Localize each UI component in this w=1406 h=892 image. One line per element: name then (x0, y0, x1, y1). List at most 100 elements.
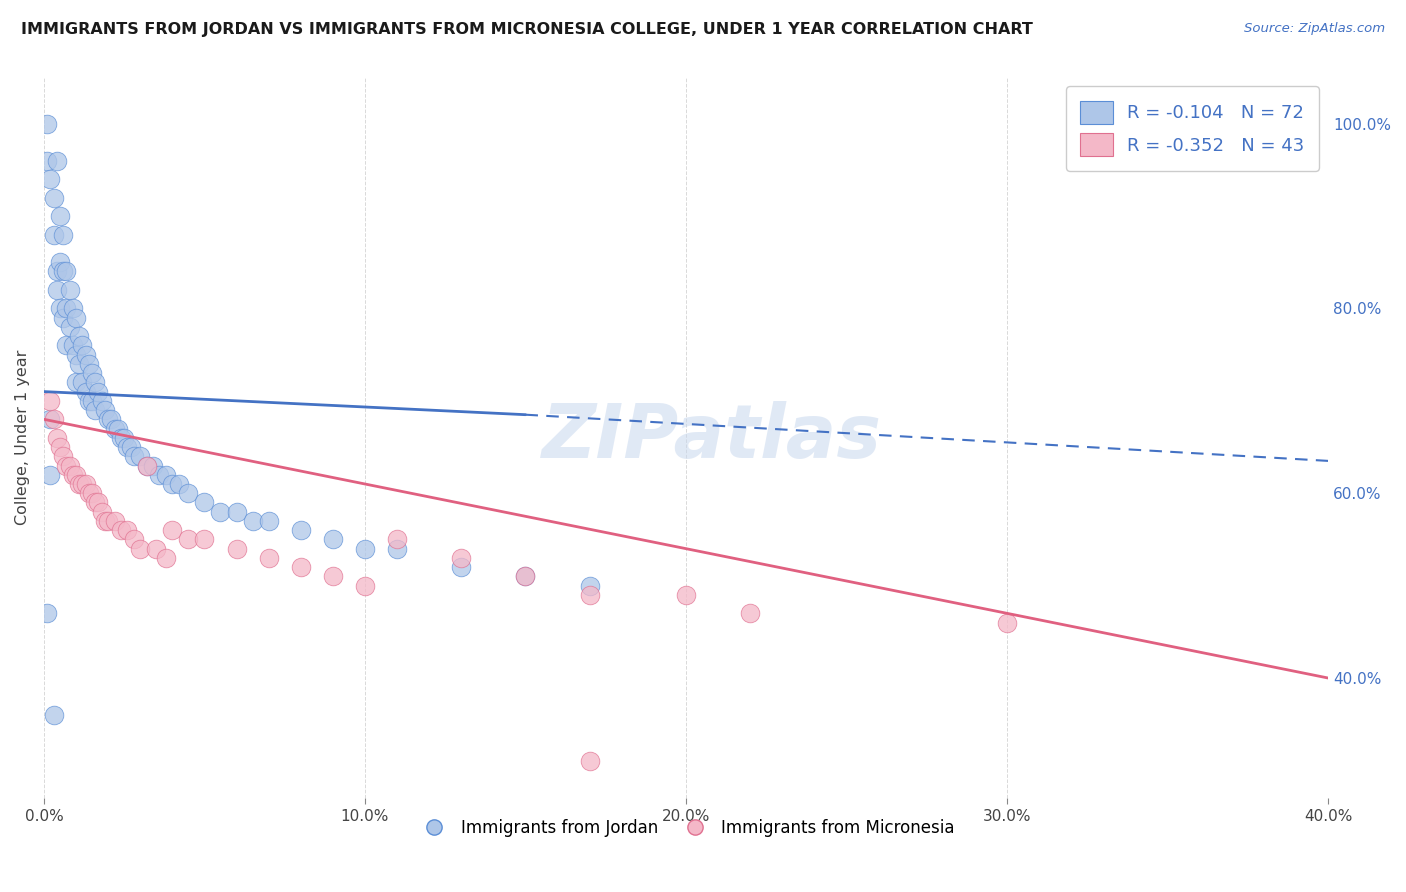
Point (177, 533, 200, 547)
Point (103, 514, 125, 528)
Point (55, 301, 77, 316)
Point (578, 588, 600, 602)
Point (49, 440, 72, 454)
Point (90, 393, 112, 408)
Point (62, 467, 84, 482)
Point (162, 477, 184, 491)
Point (45, 264, 67, 278)
Point (740, 607, 762, 621)
Point (155, 467, 177, 482)
Point (193, 495, 215, 509)
Point (67, 329, 90, 343)
Point (322, 533, 344, 547)
Point (100, 412, 122, 426)
Point (52, 227, 75, 242)
Point (135, 458, 157, 473)
Point (135, 458, 157, 473)
Point (385, 541, 408, 556)
Point (87, 495, 110, 509)
Y-axis label: College, Under 1 year: College, Under 1 year (15, 350, 30, 525)
Point (242, 514, 264, 528)
Point (193, 533, 215, 547)
Point (257, 550, 280, 565)
Point (578, 754, 600, 768)
Point (45, 431, 67, 445)
Point (62, 301, 84, 316)
Point (65, 310, 87, 325)
Point (995, 615, 1018, 630)
Point (77, 393, 100, 408)
Point (35, 607, 58, 621)
Point (39, 393, 62, 408)
Point (42, 412, 65, 426)
Point (55, 338, 77, 352)
Point (35, 117, 58, 131)
Point (167, 477, 190, 491)
Point (52, 264, 75, 278)
Point (39, 172, 62, 186)
Point (257, 514, 280, 528)
Point (55, 458, 77, 473)
Point (117, 440, 139, 454)
Point (515, 569, 537, 583)
Point (80, 486, 103, 500)
Point (39, 467, 62, 482)
Point (65, 467, 87, 482)
Point (67, 477, 90, 491)
Point (84, 495, 107, 509)
Point (122, 533, 145, 547)
Point (72, 338, 94, 352)
Point (675, 588, 697, 602)
Point (39, 412, 62, 426)
Point (42, 190, 65, 204)
Point (225, 541, 247, 556)
Point (117, 523, 139, 537)
Point (450, 550, 472, 565)
Point (62, 338, 84, 352)
Point (72, 477, 94, 491)
Point (177, 486, 200, 500)
Point (80, 366, 103, 380)
Point (354, 541, 377, 556)
Point (122, 450, 145, 464)
Legend: Immigrants from Jordan, Immigrants from Micronesia: Immigrants from Jordan, Immigrants from … (411, 813, 962, 844)
Point (112, 431, 135, 445)
Point (450, 560, 472, 574)
Point (142, 458, 165, 473)
Point (110, 523, 132, 537)
Point (49, 301, 72, 316)
Point (290, 523, 312, 537)
Point (290, 560, 312, 574)
Point (107, 421, 129, 435)
Point (97, 412, 120, 426)
Point (52, 450, 75, 464)
Point (129, 450, 152, 464)
Point (80, 393, 103, 408)
Point (87, 384, 110, 399)
Point (45, 153, 67, 168)
Point (42, 227, 65, 242)
Text: ZIPatlas: ZIPatlas (541, 401, 882, 475)
Point (75, 348, 97, 362)
Point (209, 505, 232, 519)
Point (94, 403, 117, 417)
Text: Source: ZipAtlas.com: Source: ZipAtlas.com (1244, 22, 1385, 36)
Point (110, 431, 132, 445)
Point (77, 357, 100, 371)
Text: IMMIGRANTS FROM JORDAN VS IMMIGRANTS FROM MICRONESIA COLLEGE, UNDER 1 YEAR CORRE: IMMIGRANTS FROM JORDAN VS IMMIGRANTS FRO… (21, 22, 1033, 37)
Point (45, 283, 67, 297)
Point (77, 486, 100, 500)
Point (35, 153, 58, 168)
Point (55, 264, 77, 278)
Point (84, 376, 107, 390)
Point (145, 541, 167, 556)
Point (120, 440, 142, 454)
Point (84, 403, 107, 417)
Point (49, 209, 72, 223)
Point (58, 319, 80, 334)
Point (578, 579, 600, 593)
Point (65, 348, 87, 362)
Point (72, 376, 94, 390)
Point (385, 533, 408, 547)
Point (354, 579, 377, 593)
